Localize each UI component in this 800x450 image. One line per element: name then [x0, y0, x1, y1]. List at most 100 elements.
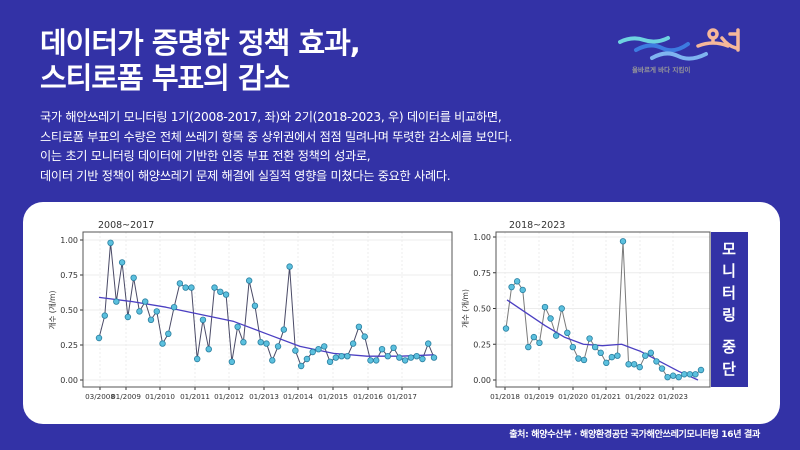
title-line-2: 스티로폼 부표의 감소 — [40, 61, 290, 95]
data-point — [681, 371, 688, 378]
data-point — [355, 323, 363, 330]
plot-area — [496, 232, 710, 387]
data-point — [315, 346, 322, 353]
x-tick-label: 01/2010 — [145, 392, 175, 401]
data-point — [378, 346, 386, 353]
data-point — [586, 335, 593, 342]
data-point — [597, 349, 604, 357]
ocean-logo: 올바르게 바다 지킴이 — [618, 26, 768, 86]
data-point — [217, 288, 224, 295]
data-point — [176, 280, 184, 287]
x-tick-label: 01/2017 — [387, 392, 417, 401]
data-point — [580, 356, 588, 364]
data-point — [608, 353, 616, 361]
data-point — [675, 373, 682, 381]
data-point — [338, 353, 345, 360]
series-line-trend — [506, 299, 699, 381]
data-point — [413, 353, 420, 360]
data-point — [658, 365, 666, 372]
x-tick-label: 01/2009 — [111, 392, 141, 401]
data-point — [326, 358, 334, 365]
data-point — [508, 283, 515, 291]
x-tick-label: 01/2020 — [558, 392, 588, 401]
data-point — [541, 303, 549, 311]
monitoring-halt-char: 단 — [722, 360, 736, 378]
x-tick-label: 01/2023 — [658, 392, 688, 401]
data-point — [630, 361, 638, 368]
data-point — [390, 344, 397, 351]
data-point — [692, 371, 699, 378]
data-point — [142, 298, 149, 305]
monitoring-halt-char: 중 — [722, 338, 736, 356]
data-point — [647, 349, 655, 357]
data-point — [425, 340, 432, 347]
data-point — [536, 339, 543, 347]
data-point — [240, 339, 247, 346]
data-point — [619, 238, 627, 245]
data-point — [373, 357, 380, 364]
monitoring-halt-box — [711, 232, 748, 387]
data-point — [153, 308, 160, 315]
data-point — [269, 357, 276, 364]
data-point — [274, 343, 282, 350]
data-point — [159, 340, 166, 347]
data-point — [309, 348, 316, 356]
data-point — [113, 298, 120, 305]
y-tick-label: 0.25 — [473, 340, 491, 349]
data-point — [664, 373, 671, 381]
y-tick-label: 0.75 — [60, 271, 78, 280]
data-point — [124, 313, 132, 321]
data-point — [384, 353, 391, 360]
data-point — [107, 239, 114, 246]
x-tick-label: 01/2012 — [214, 392, 244, 401]
data-point — [564, 329, 571, 337]
data-point — [147, 316, 155, 323]
x-tick-label: 01/2015 — [318, 392, 348, 401]
data-point — [603, 359, 610, 367]
data-point — [547, 315, 554, 322]
x-tick-label: 01/2019 — [524, 392, 554, 401]
data-point — [251, 302, 259, 309]
x-tick-label: 01/2018 — [490, 392, 520, 401]
source-note: 출처: 해양수산부 · 해양환경공단 국가해안쓰레기모니터링 16년 결과 — [509, 430, 760, 440]
monitoring-halt-char: 터 — [722, 284, 736, 302]
y-tick-label: 0.75 — [473, 269, 491, 278]
y-tick-label: 0.50 — [60, 306, 78, 315]
data-point — [118, 259, 126, 266]
wave-ocean-logo-icon: 올바르게 바다 지킴이 — [618, 28, 740, 74]
data-point — [205, 346, 212, 353]
x-tick-label: 01/2014 — [283, 392, 313, 401]
data-point — [321, 343, 328, 350]
data-point — [575, 355, 582, 362]
x-tick-label: 01/2021 — [591, 392, 621, 401]
chart-title: 2018~2023 — [509, 220, 565, 231]
y-tick-label: 1.00 — [60, 236, 78, 245]
plot-frame — [495, 231, 711, 388]
data-point — [303, 355, 311, 363]
data-point — [344, 353, 351, 360]
data-point — [95, 334, 103, 342]
data-point — [419, 355, 426, 363]
data-point — [136, 308, 143, 315]
description-line-4: 데이터 기반 정책이 해양쓰레기 문제 해결에 실질적 영향을 미쳤다는 중요한… — [40, 168, 451, 183]
data-point — [519, 286, 526, 294]
data-point — [182, 284, 189, 291]
x-tick-label: 01/2016 — [353, 392, 383, 401]
y-tick-label: 0.50 — [473, 305, 491, 314]
data-point — [263, 340, 270, 347]
data-point — [165, 330, 172, 337]
data-point — [642, 352, 649, 359]
x-tick-label: 03/2008 — [85, 392, 115, 401]
data-point — [188, 284, 195, 291]
data-point — [199, 316, 207, 323]
data-point — [280, 326, 288, 333]
description-line-1: 국가 해안쓰레기 모니터링 1기(2008-2017, 좌)와 2기(2018-… — [40, 110, 502, 124]
data-point — [396, 354, 403, 361]
y-tick-label: 1.00 — [473, 233, 491, 242]
data-point — [407, 354, 415, 361]
x-tick-label: 01/2011 — [180, 392, 210, 401]
data-point — [625, 361, 632, 368]
data-point — [234, 323, 241, 330]
monitoring-halt-char: 링 — [722, 306, 736, 324]
